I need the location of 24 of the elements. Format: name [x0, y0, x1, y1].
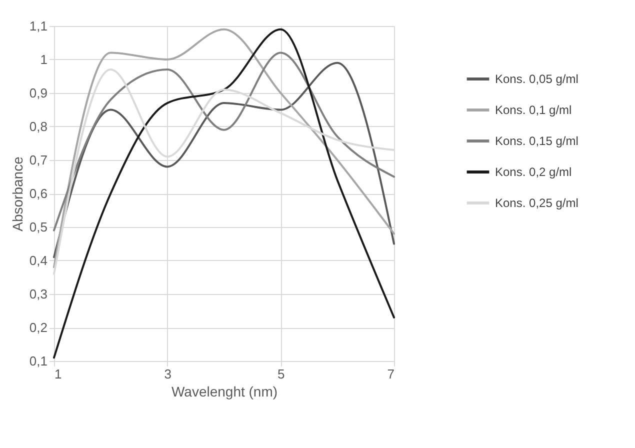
y-tick-label: 0,2: [29, 320, 48, 335]
y-tick-label: 0,3: [29, 286, 48, 302]
x-tick-label: 5: [278, 366, 285, 382]
x-tick-label: 1: [54, 366, 62, 382]
legend-label: Kons. 0,25 g/ml: [495, 196, 578, 210]
y-tick-label: 1,1: [29, 18, 48, 34]
legend-label: Kons. 0,15 g/ml: [495, 134, 578, 148]
x-tick-label: 3: [164, 366, 172, 382]
line-series: [53, 28, 395, 359]
y-tick-label: 1: [40, 52, 48, 67]
y-tick-label: 0,8: [29, 119, 48, 134]
legend-label: Kons. 0,1 g/ml: [495, 103, 572, 117]
legend-label: Kons. 0,05 g/ml: [495, 72, 578, 86]
y-axis-title: Absorbance: [9, 156, 26, 232]
y-tick-label: 0,6: [29, 186, 48, 201]
x-axis-title: Wavelenght (nm): [171, 384, 278, 400]
y-tick-label: 0,4: [29, 253, 48, 268]
line-series: [53, 52, 395, 232]
y-tick-label: 0,9: [29, 86, 48, 100]
y-tick-label: 0,1: [29, 354, 48, 368]
x-tick-label: 7: [387, 366, 394, 382]
y-tick-label: 0,5: [29, 220, 48, 234]
y-tick-label: 0,7: [29, 152, 48, 168]
legend-label: Kons. 0,2 g/ml: [495, 165, 572, 179]
